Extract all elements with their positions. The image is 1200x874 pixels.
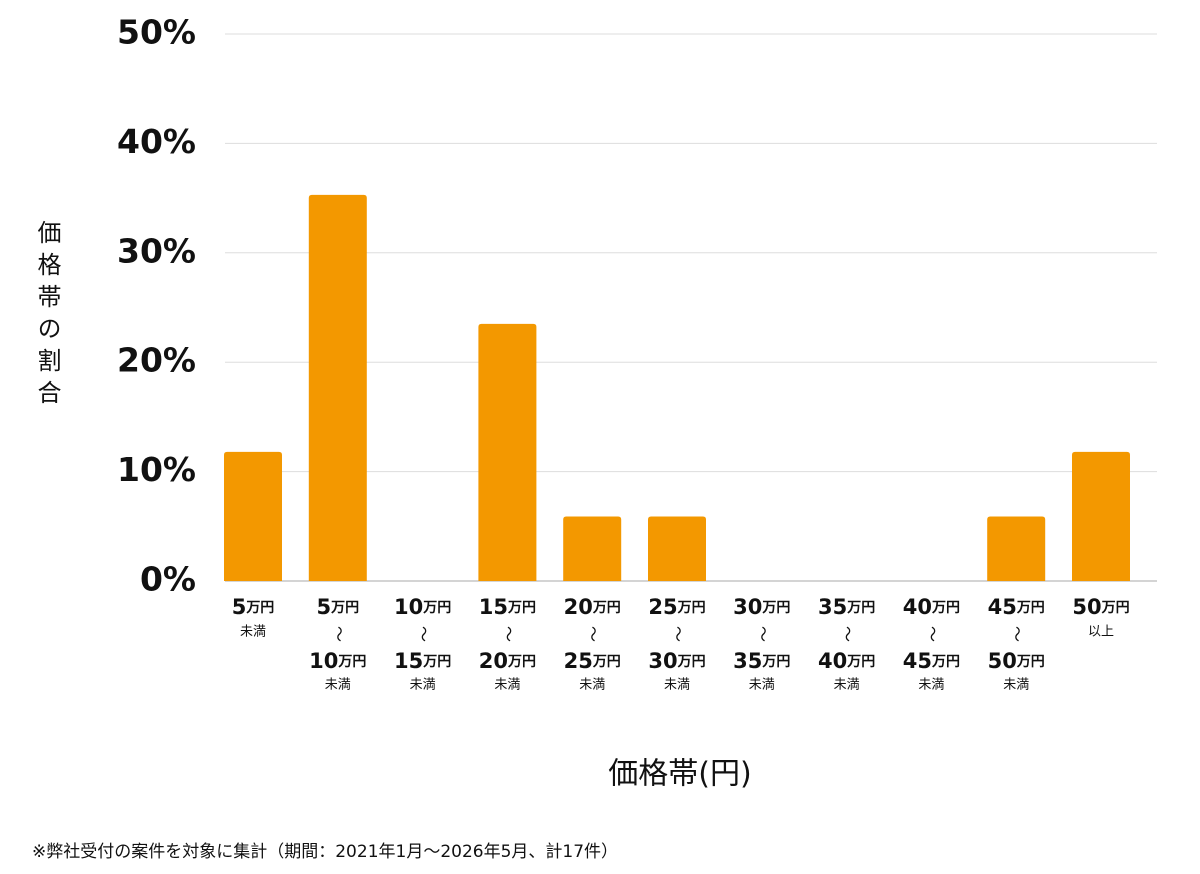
x-tick-label: 未満	[664, 678, 690, 693]
x-tick-label: 30万円	[648, 649, 705, 673]
x-tick-label: ～	[499, 626, 518, 642]
bar	[1072, 451, 1130, 581]
y-tick-label: 50%	[117, 13, 196, 52]
x-tick-label: ～	[753, 626, 772, 642]
x-tick-label: ～	[1008, 626, 1027, 642]
x-tick-label: 25万円	[564, 649, 621, 673]
x-tick-label: 20万円	[564, 595, 621, 619]
x-axis-label: 価格帯(円)	[608, 757, 751, 792]
x-tick-label: ～	[838, 626, 857, 642]
x-tick-label: ～	[669, 626, 688, 642]
x-tick-label: 35万円	[818, 595, 875, 619]
x-tick-label: 50万円	[1072, 595, 1129, 619]
x-tick-label: 10万円	[309, 649, 366, 673]
y-tick-label: 10%	[117, 450, 196, 489]
x-tick-label: 未満	[579, 678, 605, 693]
bar	[478, 323, 537, 581]
x-tick-label: 40万円	[903, 595, 960, 619]
bar	[308, 194, 367, 581]
x-tick-label: 未満	[749, 678, 775, 693]
x-tick-label: 未満	[325, 678, 351, 693]
x-tick-label: 20万円	[479, 649, 536, 673]
x-tick-label: ～	[923, 626, 942, 642]
x-tick-label: 40万円	[818, 649, 875, 673]
y-tick-label: 0%	[140, 560, 196, 599]
x-tick-label: 15万円	[479, 595, 536, 619]
x-tick-label: 45万円	[988, 595, 1045, 619]
bar	[987, 516, 1046, 581]
y-tick-label: 20%	[117, 341, 196, 380]
x-tick-label: ～	[329, 626, 348, 642]
y-axis-label: 価格帯の割合	[33, 220, 61, 412]
bar	[224, 451, 282, 581]
x-tick-label: 未満	[918, 678, 944, 693]
x-tick-label: 未満	[494, 678, 520, 693]
x-tick-label: 未満	[410, 678, 436, 693]
x-tick-label: 未満	[1003, 678, 1029, 693]
x-tick-label: 25万円	[648, 595, 705, 619]
x-tick-label: 未満	[834, 678, 860, 693]
x-tick-label: 5万円	[316, 595, 359, 619]
x-tick-label: ～	[584, 626, 603, 642]
footnote: ※弊社受付の案件を対象に集計（期間：2021年1月～2026年5月、計17件）	[32, 842, 618, 862]
x-tick-label: 45万円	[903, 649, 960, 673]
x-tick-label: ～	[414, 626, 433, 642]
bar	[563, 516, 622, 581]
x-tick-label: 35万円	[733, 649, 790, 673]
x-tick-label: 10万円	[394, 595, 451, 619]
x-tick-label: 30万円	[733, 595, 790, 619]
y-tick-label: 30%	[117, 231, 196, 270]
x-tick-label: 5万円	[232, 595, 275, 619]
y-tick-label: 40%	[117, 122, 196, 161]
x-tick-label: 50万円	[988, 649, 1045, 673]
x-tick-label: 以上	[1088, 625, 1114, 640]
x-tick-label: 15万円	[394, 649, 451, 673]
x-tick-label: 未満	[240, 625, 266, 640]
bar	[648, 516, 706, 581]
